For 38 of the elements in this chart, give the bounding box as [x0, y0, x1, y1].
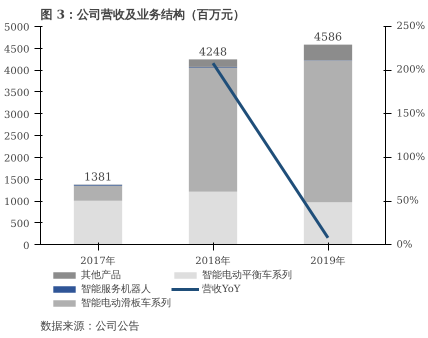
total-label: 4586: [314, 30, 342, 44]
bar: [188, 68, 238, 192]
y-tick-label: 4500: [4, 44, 30, 56]
bar: [304, 44, 352, 60]
y2-tick-label: 150%: [396, 108, 426, 120]
y-tick-label: 2000: [4, 153, 30, 164]
y2-tick-label: 0%: [396, 239, 412, 250]
y-tick-label: 3000: [4, 110, 30, 121]
legend-label: 智能服务机器人: [81, 282, 151, 296]
legend-label: 智能电动平衡车系列: [202, 268, 292, 282]
y-tick-label: 0: [23, 240, 30, 252]
bar: [304, 202, 352, 245]
bar: [188, 192, 238, 245]
bar: [74, 200, 122, 245]
y-tick-label: 3500: [4, 88, 30, 99]
legend-label: 其他产品: [81, 268, 121, 282]
y2-tick-label: 200%: [396, 64, 426, 76]
x-tick-label: 2017年: [80, 254, 116, 267]
chart-title: 图 3：公司营收及业务结构（百万元）: [40, 8, 246, 22]
bar: [74, 186, 122, 201]
total-label: 4248: [199, 45, 228, 58]
x-tick-label: 2019年: [310, 254, 346, 267]
legend-label: 营收YoY: [202, 282, 240, 296]
y-tick-label: 1500: [4, 175, 30, 186]
x-tick-label: 2018年: [195, 254, 231, 267]
y-tick-label: 1000: [4, 197, 30, 208]
y-tick-label: 5000: [4, 22, 30, 34]
y2-tick-label: 50%: [396, 196, 419, 207]
y2-tick-label: 100%: [396, 152, 426, 163]
y-tick-label: 4000: [4, 66, 30, 78]
total-label: 1381: [84, 170, 112, 184]
legend-label: 智能电动滑板车系列: [81, 296, 171, 310]
y2-tick-label: 250%: [396, 21, 426, 32]
y-tick-label: 2500: [4, 132, 30, 143]
bar: [304, 60, 352, 202]
y-tick-label: 500: [10, 218, 30, 230]
bar: [188, 59, 238, 67]
source-note: 数据来源：公司公告: [40, 320, 140, 332]
